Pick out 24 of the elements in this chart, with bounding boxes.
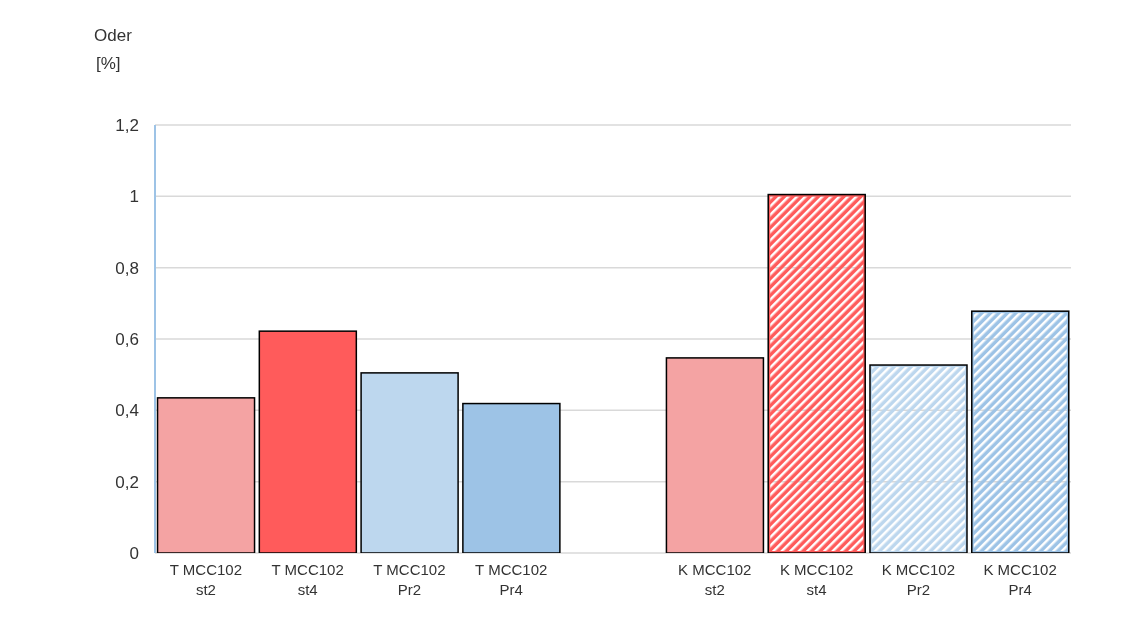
x-tick-label: T MCC102 Pr4 xyxy=(475,561,548,598)
y-tick-label: 0,4 xyxy=(115,401,139,421)
y-tick-label: 1 xyxy=(129,187,139,207)
x-tick-label: K MCC102 Pr2 xyxy=(881,561,956,598)
y-tick-label: 0,8 xyxy=(115,258,139,278)
bar xyxy=(665,357,765,553)
x-tick-label: K MCC102 st2 xyxy=(678,561,752,598)
bar xyxy=(156,397,256,553)
y-axis-title: Oder [%] xyxy=(94,25,132,75)
bar xyxy=(258,330,358,553)
x-tick-label: K MCC102 Pr4 xyxy=(983,561,1057,598)
bar xyxy=(869,364,968,553)
bar xyxy=(360,372,459,553)
y-tick-label: 0,6 xyxy=(115,330,139,350)
x-tick-label: K MCC102 st4 xyxy=(779,561,854,598)
y-tick-label: 0,2 xyxy=(115,472,139,492)
x-tick-label: T MCC102 st2 xyxy=(169,561,243,598)
bar xyxy=(462,402,561,553)
x-tick-label: T MCC102 Pr2 xyxy=(373,561,446,598)
bar xyxy=(767,193,866,553)
y-tick-label: 1,2 xyxy=(115,116,139,136)
bar xyxy=(971,310,1070,553)
x-tick-label: T MCC102 st4 xyxy=(271,561,344,598)
y-tick-label: 0 xyxy=(129,544,139,564)
